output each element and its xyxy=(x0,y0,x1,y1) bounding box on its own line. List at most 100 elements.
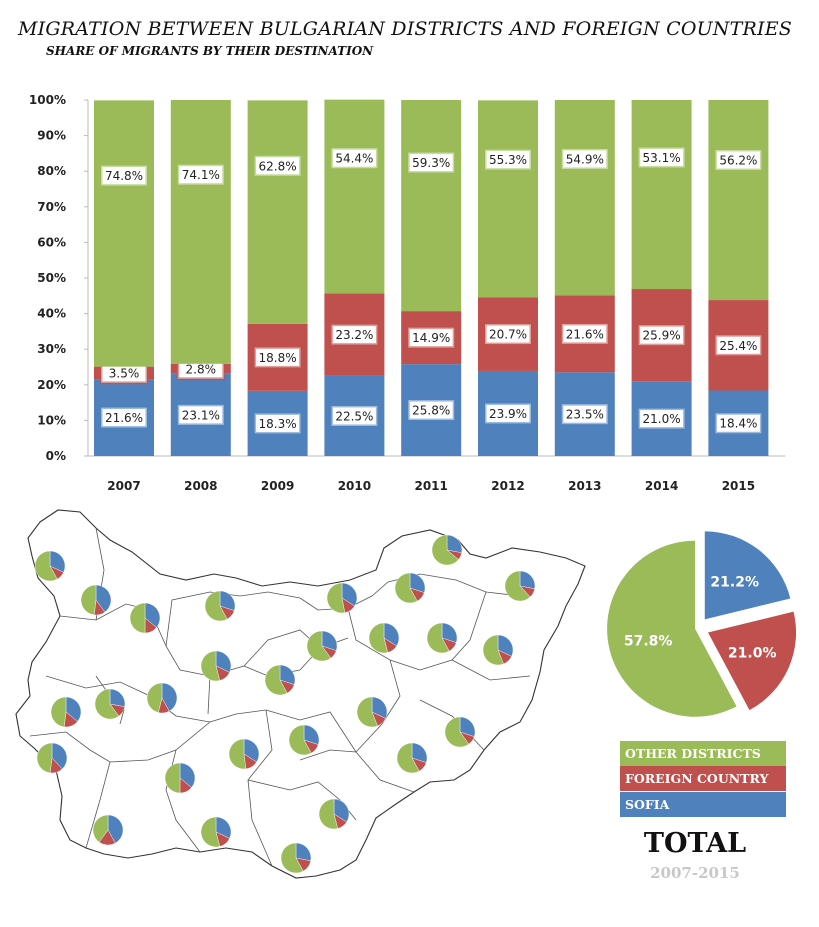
district-pie-slice xyxy=(371,696,388,719)
data-label: 21.6% xyxy=(566,327,604,341)
x-tick-label: 2015 xyxy=(722,479,755,493)
data-label: 2.8% xyxy=(186,362,217,376)
bar-segment xyxy=(554,100,615,296)
district-borders xyxy=(29,527,531,867)
data-label-box xyxy=(253,411,303,435)
y-tick-label: 50% xyxy=(37,271,66,285)
district-pie-slice xyxy=(49,550,66,573)
district-pie-slice xyxy=(411,742,428,763)
district-pie-slice xyxy=(94,688,120,720)
data-label-box xyxy=(637,145,687,169)
district-pie-slice xyxy=(92,814,109,843)
data-label-box xyxy=(253,345,303,369)
data-label: 23.5% xyxy=(566,408,604,422)
bar-segment xyxy=(631,100,692,290)
district-map xyxy=(15,509,586,879)
x-tick-label: 2011 xyxy=(414,479,447,493)
district-pie-slice xyxy=(200,650,220,682)
district-pie-slice xyxy=(80,584,97,616)
district-pie-slice xyxy=(264,664,288,696)
district-pie-slice xyxy=(228,738,247,770)
district-pie-slice xyxy=(129,602,146,634)
y-tick-label: 20% xyxy=(37,378,66,392)
district-pie-slice xyxy=(161,682,178,712)
x-tick-label: 2008 xyxy=(184,479,217,493)
x-tick-label: 2007 xyxy=(107,479,140,493)
total-label: TOTAL xyxy=(643,828,747,859)
x-tick-label: 2010 xyxy=(338,479,371,493)
y-tick-label: 30% xyxy=(37,342,66,356)
data-label-box xyxy=(560,402,610,426)
data-label-box xyxy=(637,323,687,347)
y-tick-label: 80% xyxy=(37,164,66,178)
data-label-box xyxy=(176,163,226,187)
data-label: 21.0% xyxy=(643,412,681,426)
data-label-box xyxy=(560,322,610,346)
total-pie-chart: 21.2% 21.0% 57.8% xyxy=(607,531,797,717)
chart-title: MIGRATION BETWEEN BULGARIAN DISTRICTS AN… xyxy=(18,18,792,40)
district-pie-slice xyxy=(109,688,126,708)
bulgaria-outline xyxy=(15,509,586,879)
data-label-box xyxy=(329,323,379,347)
bar-segment xyxy=(170,100,231,364)
total-pie-slice xyxy=(607,540,737,717)
data-label: 23.2% xyxy=(335,328,373,342)
district-pie-slice xyxy=(321,630,338,651)
data-label-box xyxy=(713,333,763,357)
x-tick-label: 2014 xyxy=(645,479,678,493)
data-label: 25.4% xyxy=(719,339,757,353)
district-pie-slice xyxy=(326,582,346,614)
bar-segment xyxy=(478,100,538,298)
data-label: 14.9% xyxy=(412,331,450,345)
data-label: 74.8% xyxy=(105,169,143,183)
district-pie-slice xyxy=(215,650,232,673)
y-tick-label: 0% xyxy=(46,449,66,463)
district-pie-slice xyxy=(36,742,53,774)
data-label-box xyxy=(406,151,456,175)
total-years: 2007-2015 xyxy=(650,864,740,882)
bar-segment xyxy=(324,99,385,294)
district-pie-slice xyxy=(215,816,232,839)
data-label-box xyxy=(713,148,763,172)
data-label: 23.1% xyxy=(182,408,220,422)
data-label: 59.3% xyxy=(412,156,450,170)
data-label: 23.9% xyxy=(489,407,527,421)
data-label-box xyxy=(483,322,533,346)
data-label: 54.4% xyxy=(335,152,373,166)
district-pie-slice xyxy=(280,842,304,874)
district-pie-slice xyxy=(426,622,450,654)
data-label: 18.8% xyxy=(259,351,297,365)
data-label-box xyxy=(483,148,533,172)
legend-other-districts: OTHER DISTRICTS xyxy=(620,741,786,766)
y-tick-label: 100% xyxy=(29,93,66,107)
data-label: 20.7% xyxy=(489,328,527,342)
data-label: 56.2% xyxy=(719,154,757,168)
data-label: 18.3% xyxy=(259,417,297,431)
data-label-box xyxy=(99,406,149,430)
district-pie-slice xyxy=(431,534,459,566)
data-label-box xyxy=(329,404,379,428)
data-label-box xyxy=(176,403,226,427)
legend-sofia: SOFIA xyxy=(620,792,786,817)
district-pie-slice xyxy=(95,584,112,613)
data-label-box xyxy=(483,401,533,425)
total-pie-label: 57.8% xyxy=(624,633,673,649)
y-tick-label: 70% xyxy=(37,200,66,214)
data-label: 55.3% xyxy=(489,153,527,167)
district-pie-slice xyxy=(446,534,463,554)
data-label-box xyxy=(406,326,456,350)
bar-segment xyxy=(247,100,308,324)
district-pie-slice xyxy=(279,664,296,685)
district-pie-slice xyxy=(204,590,228,622)
district-pie-slice xyxy=(65,696,82,722)
district-pie-slice xyxy=(34,550,58,582)
legend-foreign-country: FOREIGN COUNTRY xyxy=(620,766,786,791)
district-pie-slice xyxy=(306,630,332,662)
district-pie-slice xyxy=(504,570,531,602)
district-pie-slice xyxy=(219,590,236,611)
data-label-box xyxy=(99,164,149,188)
total-pie-label: 21.2% xyxy=(710,574,759,590)
data-label: 54.9% xyxy=(566,152,604,166)
data-label: 18.4% xyxy=(719,417,757,431)
data-label: 53.1% xyxy=(643,151,681,165)
